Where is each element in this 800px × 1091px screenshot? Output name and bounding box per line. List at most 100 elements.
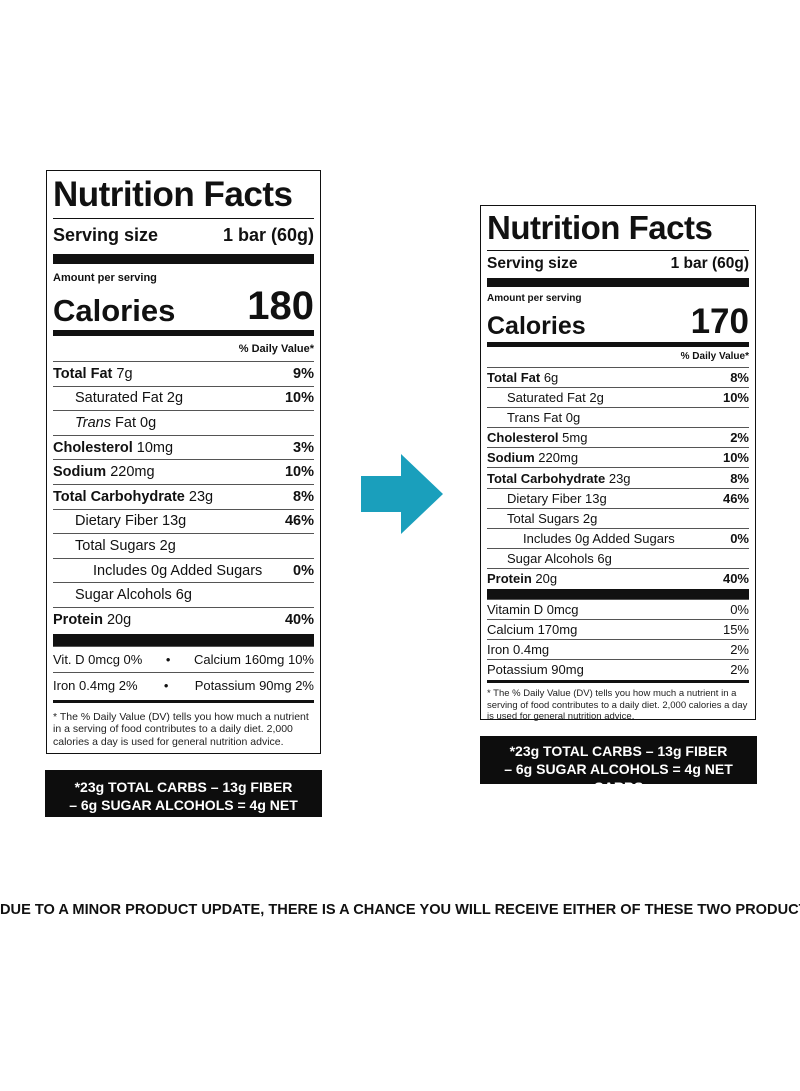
nutrient-row-protein: Protein 20g 40% [53, 606, 314, 632]
nutrient-row-total-fat: Total Fat 6g 8% [487, 367, 749, 387]
nutrient-dv: 9% [293, 365, 314, 382]
nutrient-label: Total Fat [53, 365, 113, 382]
nutrient-row-total-sugars: Total Sugars 2g [487, 507, 749, 528]
nutrient-row-sodium: Sodium 220mg 10% [53, 459, 314, 484]
nutrient-row-trans-fat: Trans Fat 0g [487, 407, 749, 427]
nutrient-label: Dietary Fiber 13g [75, 513, 187, 530]
nutrient-dv: 2% [730, 642, 749, 658]
nutrient-dv: 46% [284, 513, 314, 530]
nutrient-label: Potassium 90mg [487, 662, 584, 678]
nutrition-label-old: Nutrition Facts Serving size 1 bar (60g)… [46, 170, 321, 754]
nutrient-dv: 10% [722, 390, 749, 406]
product-update-notice: DUE TO A MINOR PRODUCT UPDATE, THERE IS … [0, 902, 800, 918]
bullet: • [163, 677, 169, 693]
nutrient-row-total-carbohydrate: Total Carbohydrate 23g 8% [53, 483, 314, 509]
nutrition-label-new: Nutrition Facts Serving size 1 bar (60g)… [480, 205, 756, 723]
nutrient-row-protein: Protein 20g 40% [487, 567, 749, 588]
nutrient-label: Protein [487, 570, 532, 586]
nutrient-amount: 5mg [562, 430, 588, 446]
nutrient-dv: 3% [293, 439, 314, 456]
nutrient-amount: 20g [535, 570, 558, 586]
serving-size: Serving size 1 bar (60g) [487, 250, 749, 273]
micronutrient-left: Vit. D 0mcg 0% [53, 651, 143, 667]
footnote: * The % Daily Value (DV) tells you how m… [53, 699, 314, 749]
nutrient-label-italic: Trans [75, 414, 111, 431]
nutrient-dv: 10% [284, 464, 314, 481]
nutrient-label: Protein [53, 611, 103, 628]
nutrient-label: Total Carbohydrate [53, 488, 185, 505]
nutrient-label: Total Sugars 2g [75, 537, 176, 554]
serving-size: Serving size 1 bar (60g) [53, 218, 314, 246]
micronutrient-row: Iron 0.4mg 2% • Potassium 90mg 2% [53, 671, 314, 698]
divider-thick [487, 278, 749, 287]
nutrient-label: Calcium 170mg [487, 622, 578, 638]
nutrient-dv: 8% [730, 470, 749, 486]
bullet: • [165, 651, 171, 667]
nutrient-dv: 40% [284, 611, 314, 628]
nutrient-label: Saturated Fat 2g [75, 390, 184, 407]
nutrient-dv: 0% [730, 602, 749, 618]
nutrient-dv: 2% [730, 430, 749, 446]
nutrient-label: Saturated Fat 2g [507, 390, 604, 406]
nutrient-label: Cholesterol [487, 430, 559, 446]
net-carbs-line: – 6g SUGAR ALCOHOLS = 4g NET CARBS [69, 797, 298, 831]
calories-value: 180 [247, 284, 314, 328]
footnote: * The % Daily Value (DV) tells you how m… [487, 680, 749, 723]
nutrient-label: Sugar Alcohols 6g [507, 550, 612, 566]
nutrient-dv: 8% [293, 488, 314, 505]
serving-size-value: 1 bar (60g) [222, 225, 314, 245]
nutrient-row-dietary-fiber: Dietary Fiber 13g 46% [487, 487, 749, 508]
nutrient-label: Iron 0.4mg [487, 642, 550, 658]
nutrient-label: Vitamin D 0mcg [487, 602, 579, 618]
arrow-shape [361, 454, 443, 534]
nutrient-dv: 0% [730, 530, 749, 546]
nutrient-dv: 10% [722, 450, 749, 466]
calories-label: Calories [53, 293, 176, 328]
net-carbs-banner-new: *23g TOTAL CARBS – 13g FIBER – 6g SUGAR … [480, 736, 757, 795]
label-title: Nutrition Facts [53, 175, 293, 214]
nutrient-label: Trans Fat 0g [507, 410, 581, 426]
nutrient-row-saturated-fat: Saturated Fat 2g 10% [487, 387, 749, 407]
net-carbs-banner-old: *23g TOTAL CARBS – 13g FIBER – 6g SUGAR … [45, 770, 322, 831]
nutrient-dv: 8% [730, 370, 749, 386]
nutrient-dv: 40% [722, 570, 749, 586]
nutrient-row-sugar-alcohols: Sugar Alcohols 6g [53, 582, 314, 607]
nutrient-label: Total Carbohydrate [487, 470, 606, 486]
nutrient-row-total-carbohydrate: Total Carbohydrate 23g 8% [487, 467, 749, 487]
arrow-right-icon [361, 454, 443, 534]
amount-per-serving: Amount per serving [487, 293, 582, 304]
calories-row: Calories 170 [487, 304, 749, 339]
nutrient-amount: 23g [608, 470, 631, 486]
nutrient-row-sodium: Sodium 220mg 10% [487, 447, 749, 467]
amount-per-serving: Amount per serving [53, 272, 157, 284]
net-carbs-line: *23g TOTAL CARBS – 13g FIBER [74, 779, 293, 795]
nutrient-label: Total Fat [487, 370, 541, 386]
micronutrient-right: Calcium 160mg 10% [194, 651, 314, 667]
nutrient-row-saturated-fat: Saturated Fat 2g 10% [53, 385, 314, 411]
nutrient-label: Sugar Alcohols 6g [75, 587, 192, 604]
label-title: Nutrition Facts [487, 209, 713, 246]
nutrient-dv: 10% [284, 390, 314, 407]
nutrient-label: Total Sugars 2g [507, 510, 598, 526]
calories-row: Calories 180 [53, 286, 314, 326]
divider-thick [53, 254, 314, 264]
nutrient-label: Includes 0g Added Sugars [523, 530, 675, 546]
nutrient-row-potassium: Potassium 90mg 2% [487, 659, 749, 679]
net-carbs-line: *23g TOTAL CARBS – 13g FIBER [509, 743, 728, 759]
nutrient-row-sugar-alcohols: Sugar Alcohols 6g [487, 547, 749, 568]
nutrient-amount: 6g [543, 370, 559, 386]
nutrient-row-dietary-fiber: Dietary Fiber 13g 46% [53, 508, 314, 534]
nutrient-row-total-sugars: Total Sugars 2g [53, 533, 314, 558]
micronutrient-row: Vit. D 0mcg 0% • Calcium 160mg 10% [53, 645, 314, 672]
calories-value: 170 [690, 302, 749, 341]
net-carbs-line: – 6g SUGAR ALCOHOLS = 4g NET CARBS [504, 761, 733, 795]
serving-size-label: Serving size [487, 255, 578, 272]
nutrient-row-added-sugars: Includes 0g Added Sugars 0% [53, 557, 314, 583]
nutrient-amount: 220mg [110, 464, 155, 481]
nutrient-dv: 0% [293, 562, 314, 579]
micronutrient-right: Potassium 90mg 2% [194, 677, 314, 693]
daily-value-header: % Daily Value* [238, 343, 314, 355]
micronutrient-left: Iron 0.4mg 2% [53, 677, 138, 693]
nutrient-label: Sodium [487, 450, 535, 466]
calories-label: Calories [487, 312, 586, 340]
